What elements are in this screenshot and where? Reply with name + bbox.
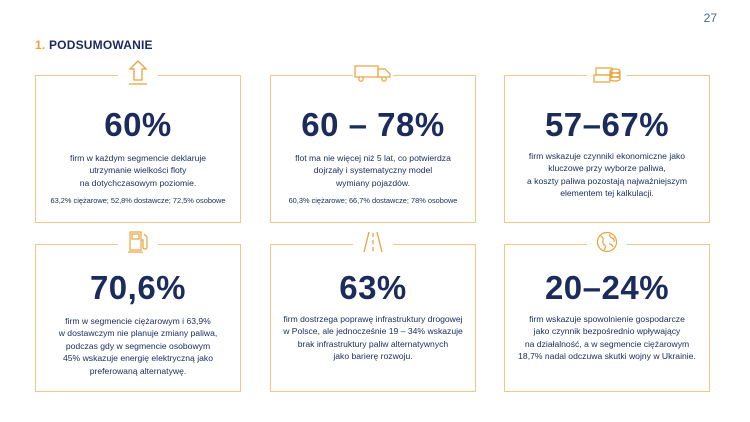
stat-description: firm dostrzega poprawę infrastruktury dr…	[283, 314, 463, 362]
section-heading: 1. PODSUMOWANIE	[35, 38, 153, 52]
stat-value: 20–24%	[544, 269, 670, 306]
truck-icon	[353, 60, 393, 86]
stat-card-fleet-age: 60 – 78% flot ma nie więcej niż 5 lat, c…	[270, 60, 476, 223]
fuel-pump-icon	[118, 229, 158, 255]
page-number: 27	[703, 11, 717, 25]
stat-value: 57–67%	[544, 106, 670, 143]
stat-card-infrastructure: 63% firm dostrzega poprawę infrastruktur…	[270, 229, 476, 392]
section-title: PODSUMOWANIE	[48, 38, 153, 52]
stat-note: 63,2% ciężarowe; 52,8% dostawcze; 72,5% …	[50, 196, 226, 205]
stat-card-economic-factors: 57–67% firm wskazuje czynniki ekonomiczn…	[504, 60, 710, 223]
stat-value: 60%	[104, 106, 172, 143]
money-stack-icon	[587, 60, 627, 86]
stat-note: 60,3% ciężarowe; 66,7% dostawcze; 78% os…	[288, 196, 458, 205]
stat-value: 60 – 78%	[301, 106, 445, 143]
stat-description: firm w segmencie ciężarowym i 63,9% w do…	[58, 316, 218, 376]
stat-value: 70,6%	[89, 269, 187, 306]
stat-description: firm wskazuje spowolnienie gospodarcze j…	[518, 314, 696, 362]
road-icon	[353, 229, 393, 255]
stat-description: flot ma nie więcej niż 5 lat, co potwier…	[295, 153, 451, 188]
stat-card-fleet-size: 60% firm w każdym segmencie deklaruje ut…	[35, 60, 241, 223]
globe-icon	[587, 229, 627, 255]
stat-card-economic-slowdown: 20–24% firm wskazuje spowolnienie gospod…	[504, 229, 710, 392]
stat-card-fuel-plans: 70,6% firm w segmencie ciężarowym i 63,9…	[35, 229, 241, 392]
stat-description: firm wskazuje czynniki ekonomiczne jako …	[526, 151, 687, 199]
arrow-up-icon	[118, 60, 158, 86]
stat-description: firm w każdym segmencie deklaruje utrzym…	[69, 153, 207, 188]
stat-value: 63%	[339, 269, 407, 306]
section-number: 1.	[35, 38, 46, 52]
